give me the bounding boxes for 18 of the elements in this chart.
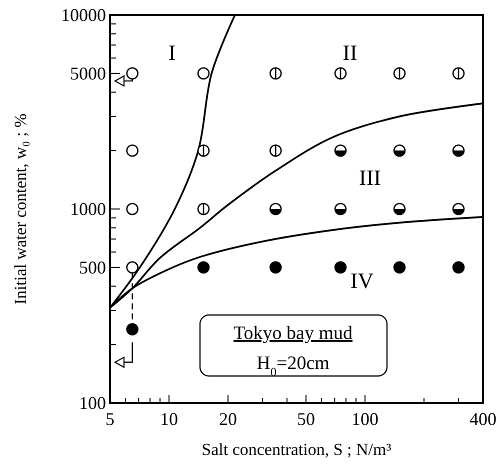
y-tick-label: 5000 (70, 63, 106, 84)
annotation: IV (350, 268, 374, 294)
x-tick-label: 100 (352, 409, 378, 429)
x-tick-label: 50 (296, 409, 315, 429)
annotation: I (168, 40, 176, 66)
annotation: Tokyo bay mud (234, 323, 353, 344)
x-tick-label: 400 (470, 409, 496, 429)
y-tick-label: 100 (79, 393, 106, 413)
y-tick-label: 1000 (70, 199, 106, 219)
x-tick-label: 20 (219, 409, 237, 429)
x-tick-label: 10 (160, 409, 178, 429)
x-axis-title: Salt concentration, S ; N/m³ (202, 440, 392, 459)
annotation: III (359, 165, 381, 190)
y-axis-title: Initial water content, w₀ ; % (11, 114, 30, 304)
annotation: II (342, 40, 358, 66)
y-tick-label: 10000 (61, 5, 106, 25)
x-tick-label: 5 (106, 409, 114, 429)
y-tick-label: 500 (79, 257, 106, 278)
